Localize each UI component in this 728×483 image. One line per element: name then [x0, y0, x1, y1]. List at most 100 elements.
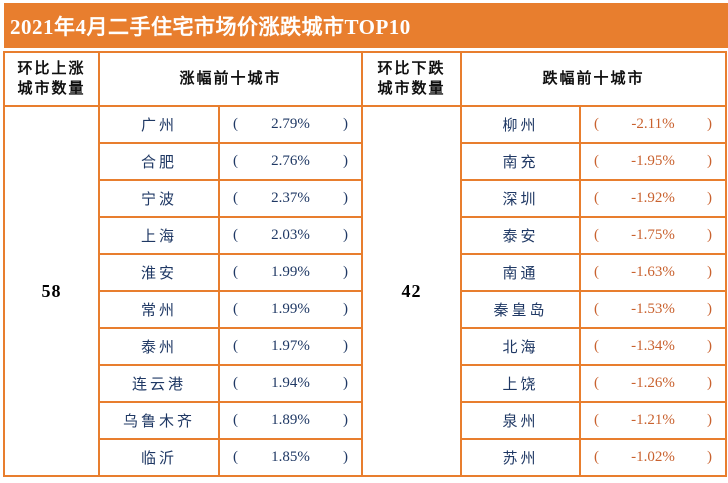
open-paren: (	[594, 153, 600, 169]
table-row: 合肥 (2.76%) 南充 ( -1.95%)	[4, 142, 728, 181]
close-paren: )	[343, 449, 349, 465]
header-row: 环比上涨 城市数量 涨幅前十城市 环比下跌 城市数量 跌幅前十城市	[3, 51, 728, 107]
down-city-pct-cell: ( -1.92%)	[579, 179, 728, 218]
down-city-pct: -1.95%	[631, 153, 675, 169]
table-row: 58 广州 (2.79%) 42 柳州 (-2.11%)	[3, 105, 728, 477]
top10-table: 环比上涨 城市数量 涨幅前十城市 环比下跌 城市数量 跌幅前十城市 58 广州 …	[3, 51, 728, 477]
table-row: 临沂 (1.85%) 苏州 (-1.02%)	[4, 438, 728, 477]
open-paren: (	[233, 190, 238, 206]
down-city-pct: -2.11%	[631, 116, 675, 132]
up-city-pct: 1.89%	[271, 412, 310, 428]
up-city-name: 常州	[98, 290, 220, 329]
close-paren: )	[343, 190, 349, 206]
close-paren: )	[343, 338, 349, 354]
open-paren: (	[594, 338, 600, 354]
up-city-pct-cell: (2.76%)	[217, 142, 364, 181]
close-paren: )	[343, 301, 349, 317]
up-city-name: 合肥	[98, 142, 220, 181]
close-paren: )	[707, 153, 713, 169]
open-paren: (	[594, 449, 600, 465]
close-paren: )	[343, 116, 349, 132]
table-row: 泰州 (1.97%) 北海 (-1.34%)	[4, 327, 728, 366]
down-city-name: 苏州	[460, 438, 582, 477]
up-city-name: 宁波	[98, 179, 220, 218]
title-banner: 2021年4月二手住宅市场价涨跌城市TOP10	[4, 3, 728, 48]
up-city-pct-cell: (2.03%)	[217, 216, 364, 255]
table-row: 宁波 (2.37%) 深圳 ( -1.92%)	[4, 179, 728, 218]
open-paren: (	[233, 338, 238, 354]
down-city-pct: -1.02%	[631, 449, 675, 465]
page-title: 2021年4月二手住宅市场价涨跌城市TOP10	[10, 14, 411, 39]
down-city-name: 泰安	[460, 216, 582, 255]
open-paren: (	[233, 153, 238, 169]
open-paren: (	[233, 116, 238, 132]
open-paren: (	[233, 412, 238, 428]
down-city-pct: -1.92%	[631, 190, 675, 206]
close-paren: )	[707, 264, 713, 280]
open-paren: (	[594, 375, 600, 391]
up-city-name: 连云港	[98, 364, 220, 403]
open-paren: (	[594, 301, 600, 317]
header-down-count: 环比下跌 城市数量	[361, 51, 463, 107]
close-paren: )	[707, 116, 713, 132]
close-paren: )	[707, 375, 713, 391]
open-paren: (	[594, 116, 600, 132]
down-city-name: 北海	[460, 327, 582, 366]
down-city-name: 深圳	[460, 179, 582, 218]
down-city-pct-cell: ( -1.26%)	[579, 364, 728, 403]
header-up-count: 环比上涨 城市数量	[3, 51, 100, 107]
close-paren: )	[707, 190, 713, 206]
open-paren: (	[233, 375, 238, 391]
close-paren: )	[707, 412, 713, 428]
down-city-name: 泉州	[460, 401, 582, 440]
down-cities-count: 42	[361, 105, 463, 477]
open-paren: (	[233, 301, 238, 317]
down-city-pct: -1.21%	[631, 412, 675, 428]
header-up-top10: 涨幅前十城市	[97, 51, 364, 107]
up-city-name: 临沂	[98, 438, 220, 477]
down-city-pct: -1.26%	[631, 375, 675, 391]
up-city-pct: 2.76%	[271, 153, 310, 169]
up-city-pct-cell: (1.97%)	[217, 327, 364, 366]
up-city-pct: 1.99%	[271, 301, 310, 317]
header-up-count-line1: 环比上涨	[17, 60, 86, 77]
table-row: 上海 (2.03%) 泰安 (-1.75%)	[4, 216, 728, 255]
table-row: 常州 (1.99%) 秦皇岛 ( -1.53%)	[4, 290, 728, 329]
close-paren: )	[343, 375, 349, 391]
top10-table-wrapper: 环比上涨 城市数量 涨幅前十城市 环比下跌 城市数量 跌幅前十城市 58 广州 …	[3, 51, 728, 477]
down-city-pct-cell: ( -1.75%)	[579, 216, 728, 255]
down-city-pct-cell: (-1.02%)	[579, 438, 728, 477]
close-paren: )	[707, 227, 713, 243]
up-city-pct: 1.97%	[271, 338, 310, 354]
up-city-pct: 2.03%	[271, 227, 310, 243]
open-paren: (	[233, 264, 238, 280]
up-city-pct-cell: (2.37%)	[217, 179, 364, 218]
down-city-name: 柳州	[460, 105, 582, 144]
up-city-name: 广州	[98, 105, 220, 144]
close-paren: )	[343, 264, 349, 280]
header-down-count-line1: 环比下跌	[377, 60, 446, 77]
down-city-name: 秦皇岛	[460, 290, 582, 329]
down-city-name: 南充	[460, 142, 582, 181]
down-city-pct: -1.53%	[631, 301, 675, 317]
down-city-pct-cell: (-1.34%)	[579, 327, 728, 366]
up-city-pct: 2.79%	[271, 116, 310, 132]
table-row: 淮安 (1.99%) 南通 (-1.63%)	[4, 253, 728, 292]
down-city-pct: -1.63%	[631, 264, 675, 280]
open-paren: (	[594, 227, 600, 243]
up-city-pct-cell: (2.79%)	[217, 105, 364, 144]
open-paren: (	[594, 190, 600, 206]
down-city-pct-cell: ( -2.11%)	[579, 105, 728, 144]
down-city-pct-cell: ( -1.95%)	[579, 142, 728, 181]
down-city-pct: -1.75%	[631, 227, 675, 243]
up-city-pct-cell: (1.99%)	[217, 253, 364, 292]
open-paren: (	[594, 264, 600, 280]
table-row: 乌鲁木齐 (1.89%) 泉州 (-1.21%)	[4, 401, 728, 440]
up-city-pct: 1.94%	[271, 375, 310, 391]
header-down-count-line2: 城市数量	[377, 81, 446, 97]
up-city-pct-cell: (1.99%)	[217, 290, 364, 329]
down-city-pct: -1.34%	[631, 338, 675, 354]
up-city-pct-cell: (1.89%)	[217, 401, 364, 440]
open-paren: (	[233, 449, 238, 465]
